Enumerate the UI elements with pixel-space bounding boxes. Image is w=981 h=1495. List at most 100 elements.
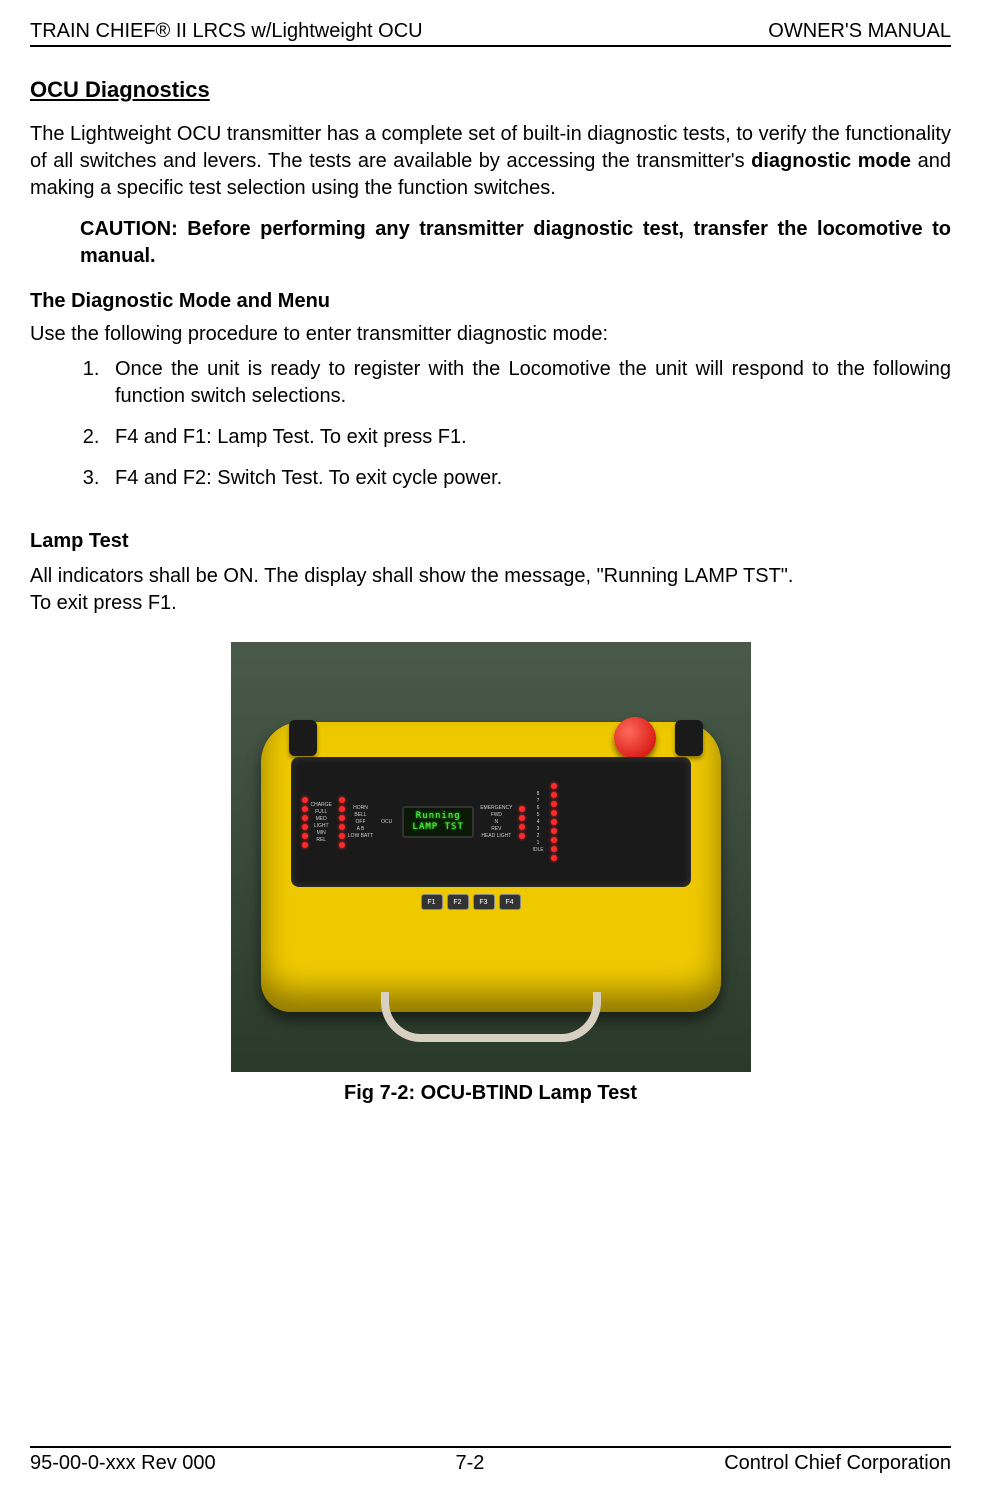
panel-label: 5 xyxy=(532,812,543,818)
led-icon xyxy=(339,797,345,803)
panel-label: 1 xyxy=(532,840,543,846)
lamp-line2: To exit press F1. xyxy=(30,592,177,614)
lamp-test-text: All indicators shall be ON. The display … xyxy=(30,563,951,617)
led-icon xyxy=(302,833,308,839)
f1-button-icon: F1 xyxy=(421,894,443,910)
led-column-right xyxy=(551,783,557,861)
led-icon xyxy=(302,842,308,848)
figure-container: CHARGE FULL MED LIGHT MIN REL xyxy=(30,642,951,1105)
led-icon xyxy=(519,833,525,839)
lcd-line2: LAMP TST xyxy=(413,822,464,833)
header-right: OWNER'S MANUAL xyxy=(768,20,951,43)
lamp-test-heading: Lamp Test xyxy=(30,530,951,553)
panel-label: LOW BATT xyxy=(348,833,373,839)
led-icon xyxy=(519,815,525,821)
page-footer: 95-00-0-xxx Rev 000 7-2 Control Chief Co… xyxy=(30,1446,951,1475)
led-icon xyxy=(302,797,308,803)
led-icon xyxy=(519,824,525,830)
emergency-button-icon xyxy=(614,717,656,759)
f3-button-icon: F3 xyxy=(473,894,495,910)
bail-knob xyxy=(289,720,317,756)
panel-label: 3 xyxy=(532,826,543,832)
footer-right: Control Chief Corporation xyxy=(724,1452,951,1475)
led-icon xyxy=(551,846,557,852)
panel-label: REV xyxy=(480,826,512,832)
led-icon xyxy=(551,792,557,798)
panel-label: LIGHT xyxy=(311,823,332,829)
lcd-line1: Running xyxy=(416,811,461,822)
panel-label: FWD xyxy=(480,812,512,818)
panel-label: A B xyxy=(348,826,373,832)
reset-knob xyxy=(675,720,703,756)
panel-label: 2 xyxy=(532,833,543,839)
led-icon xyxy=(551,828,557,834)
page-header: TRAIN CHIEF® II LRCS w/Lightweight OCU O… xyxy=(30,20,951,47)
panel-label: IDLE xyxy=(532,847,543,853)
panel-label: REL xyxy=(311,837,332,843)
lamp-test-section: Lamp Test All indicators shall be ON. Th… xyxy=(30,530,951,1105)
led-icon xyxy=(551,783,557,789)
f4-button-icon: F4 xyxy=(499,894,521,910)
header-left: TRAIN CHIEF® II LRCS w/Lightweight OCU xyxy=(30,20,423,43)
diag-mode-instruction: Use the following procedure to enter tra… xyxy=(30,323,951,346)
step-item: Once the unit is ready to register with … xyxy=(105,356,951,410)
panel-label: CHARGE xyxy=(311,802,332,808)
led-icon xyxy=(339,815,345,821)
device-control-panel: CHARGE FULL MED LIGHT MIN REL xyxy=(291,757,691,887)
panel-label: OFF xyxy=(348,819,373,825)
led-icon xyxy=(339,842,345,848)
caution-text: CAUTION: Before performing any transmitt… xyxy=(30,216,951,270)
led-column-2 xyxy=(339,797,345,848)
section-title: OCU Diagnostics xyxy=(30,77,951,103)
led-icon xyxy=(339,824,345,830)
panel-label: BELL xyxy=(348,812,373,818)
panel-label: EMERGENCY xyxy=(480,805,512,811)
lcd-display: Running LAMP TST xyxy=(402,806,474,838)
panel-label: MIN xyxy=(311,830,332,836)
led-column-3 xyxy=(519,806,525,839)
step-item: F4 and F1: Lamp Test. To exit press F1. xyxy=(105,424,951,451)
intro-paragraph: The Lightweight OCU transmitter has a co… xyxy=(30,121,951,202)
device-handle xyxy=(381,992,601,1042)
function-button-row: F1 F2 F3 F4 xyxy=(421,894,521,910)
panel-label: FULL xyxy=(311,809,332,815)
bold-diagnostic-mode: diagnostic mode xyxy=(751,150,911,172)
label-column-charge: CHARGE FULL MED LIGHT MIN REL xyxy=(311,802,332,843)
led-icon xyxy=(302,824,308,830)
led-icon xyxy=(551,855,557,861)
led-icon xyxy=(519,806,525,812)
led-icon xyxy=(302,815,308,821)
footer-left: 95-00-0-xxx Rev 000 xyxy=(30,1452,216,1475)
led-icon xyxy=(551,819,557,825)
diag-mode-heading: The Diagnostic Mode and Menu xyxy=(30,290,951,313)
panel-label: 6 xyxy=(532,805,543,811)
diagnostic-steps-list: Once the unit is ready to register with … xyxy=(30,356,951,492)
footer-center: 7-2 xyxy=(455,1452,484,1475)
panel-label: 8 xyxy=(532,791,543,797)
led-icon xyxy=(302,806,308,812)
led-icon xyxy=(551,801,557,807)
panel-label: 4 xyxy=(532,819,543,825)
lamp-line1: All indicators shall be ON. The display … xyxy=(30,565,793,587)
label-column-throttle: 8 7 6 5 4 3 2 1 IDLE xyxy=(532,791,543,853)
led-icon xyxy=(551,837,557,843)
led-icon xyxy=(551,810,557,816)
led-icon xyxy=(339,833,345,839)
panel-label: N xyxy=(480,819,512,825)
device-photo: CHARGE FULL MED LIGHT MIN REL xyxy=(231,642,751,1072)
led-icon xyxy=(339,806,345,812)
manual-page: TRAIN CHIEF® II LRCS w/Lightweight OCU O… xyxy=(0,0,981,1495)
panel-label: MED xyxy=(311,816,332,822)
panel-label: HEAD LIGHT xyxy=(480,833,512,839)
label-column-horn: HORN BELL OFF A B LOW BATT xyxy=(348,805,373,839)
f2-button-icon: F2 xyxy=(447,894,469,910)
figure-caption: Fig 7-2: OCU-BTIND Lamp Test xyxy=(30,1082,951,1105)
label-column-ocu: OCU xyxy=(381,819,392,825)
led-column-left xyxy=(302,797,308,848)
panel-label: 7 xyxy=(532,798,543,804)
label-column-dir: EMERGENCY FWD N REV HEAD LIGHT xyxy=(480,805,512,839)
panel-label: HORN xyxy=(348,805,373,811)
panel-label: OCU xyxy=(381,819,392,825)
page-content: OCU Diagnostics The Lightweight OCU tran… xyxy=(30,47,951,1446)
step-item: F4 and F2: Switch Test. To exit cycle po… xyxy=(105,465,951,492)
